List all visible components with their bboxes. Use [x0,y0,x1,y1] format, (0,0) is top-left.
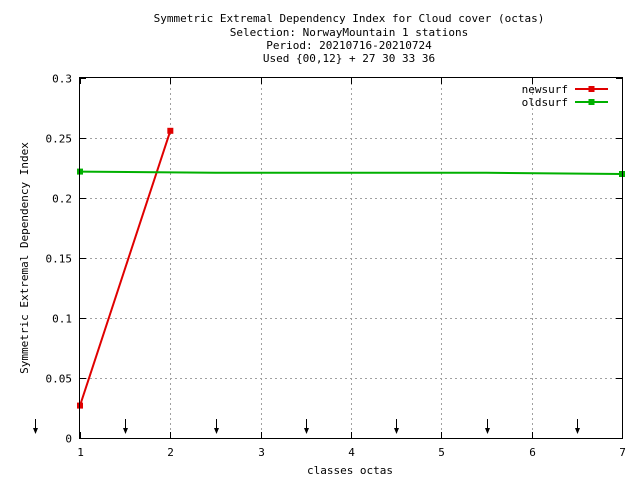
legend-label-oldsurf: oldsurf [522,96,568,109]
y-axis-ticks: 0 0.05 0.1 0.15 0.2 0.25 0.3 [46,73,622,446]
y-tick-label: 0.05 [46,373,73,386]
y-tick-label: 0.3 [52,73,72,86]
title-line-3: Period: 20210716-20210724 [266,39,432,52]
threshold-arrow-head [33,428,38,434]
plot-frame [79,77,623,439]
series-line-newsurf [79,130,172,406]
threshold-arrow-head [394,428,399,434]
x-tick-label: 3 [258,446,265,459]
x-tick-label: 1 [77,446,84,459]
x-axis-label: classes octas [307,464,393,477]
chart-title: Symmetric Extremal Dependency Index for … [154,12,545,65]
title-line-1: Symmetric Extremal Dependency Index for … [154,12,545,25]
legend-label-newsurf: newsurf [522,83,568,96]
y-axis-label: Symmetric Extremal Dependency Index [18,142,31,374]
threshold-arrow-head [485,428,490,434]
threshold-arrow-head [304,428,309,434]
series-point-newsurf [167,127,174,134]
x-tick-label: 4 [348,446,355,459]
y-tick-label: 0.1 [52,313,72,326]
x-tick-label: 5 [438,446,445,459]
threshold-arrows [33,419,580,434]
y-tick-label: 0.2 [52,193,72,206]
x-axis-ticks: 1 2 3 4 5 6 7 [77,78,626,459]
legend-marker-oldsurf [588,99,595,105]
title-line-4: Used {00,12} + 27 30 33 36 [263,52,435,65]
y-tick-label: 0 [65,433,72,446]
x-tick-label: 2 [167,446,174,459]
y-tick-label: 0.15 [46,253,73,266]
title-line-2: Selection: NorwayMountain 1 stations [230,26,468,39]
x-tick-label: 6 [529,446,536,459]
grid [80,78,622,438]
y-tick-label: 0.25 [46,133,73,146]
threshold-arrow-head [575,428,580,434]
series-line-oldsurf [79,170,623,175]
legend-marker-newsurf [588,86,595,92]
x-tick-label: 7 [619,446,626,459]
threshold-arrow-head [123,428,128,434]
threshold-arrow-head [214,428,219,434]
